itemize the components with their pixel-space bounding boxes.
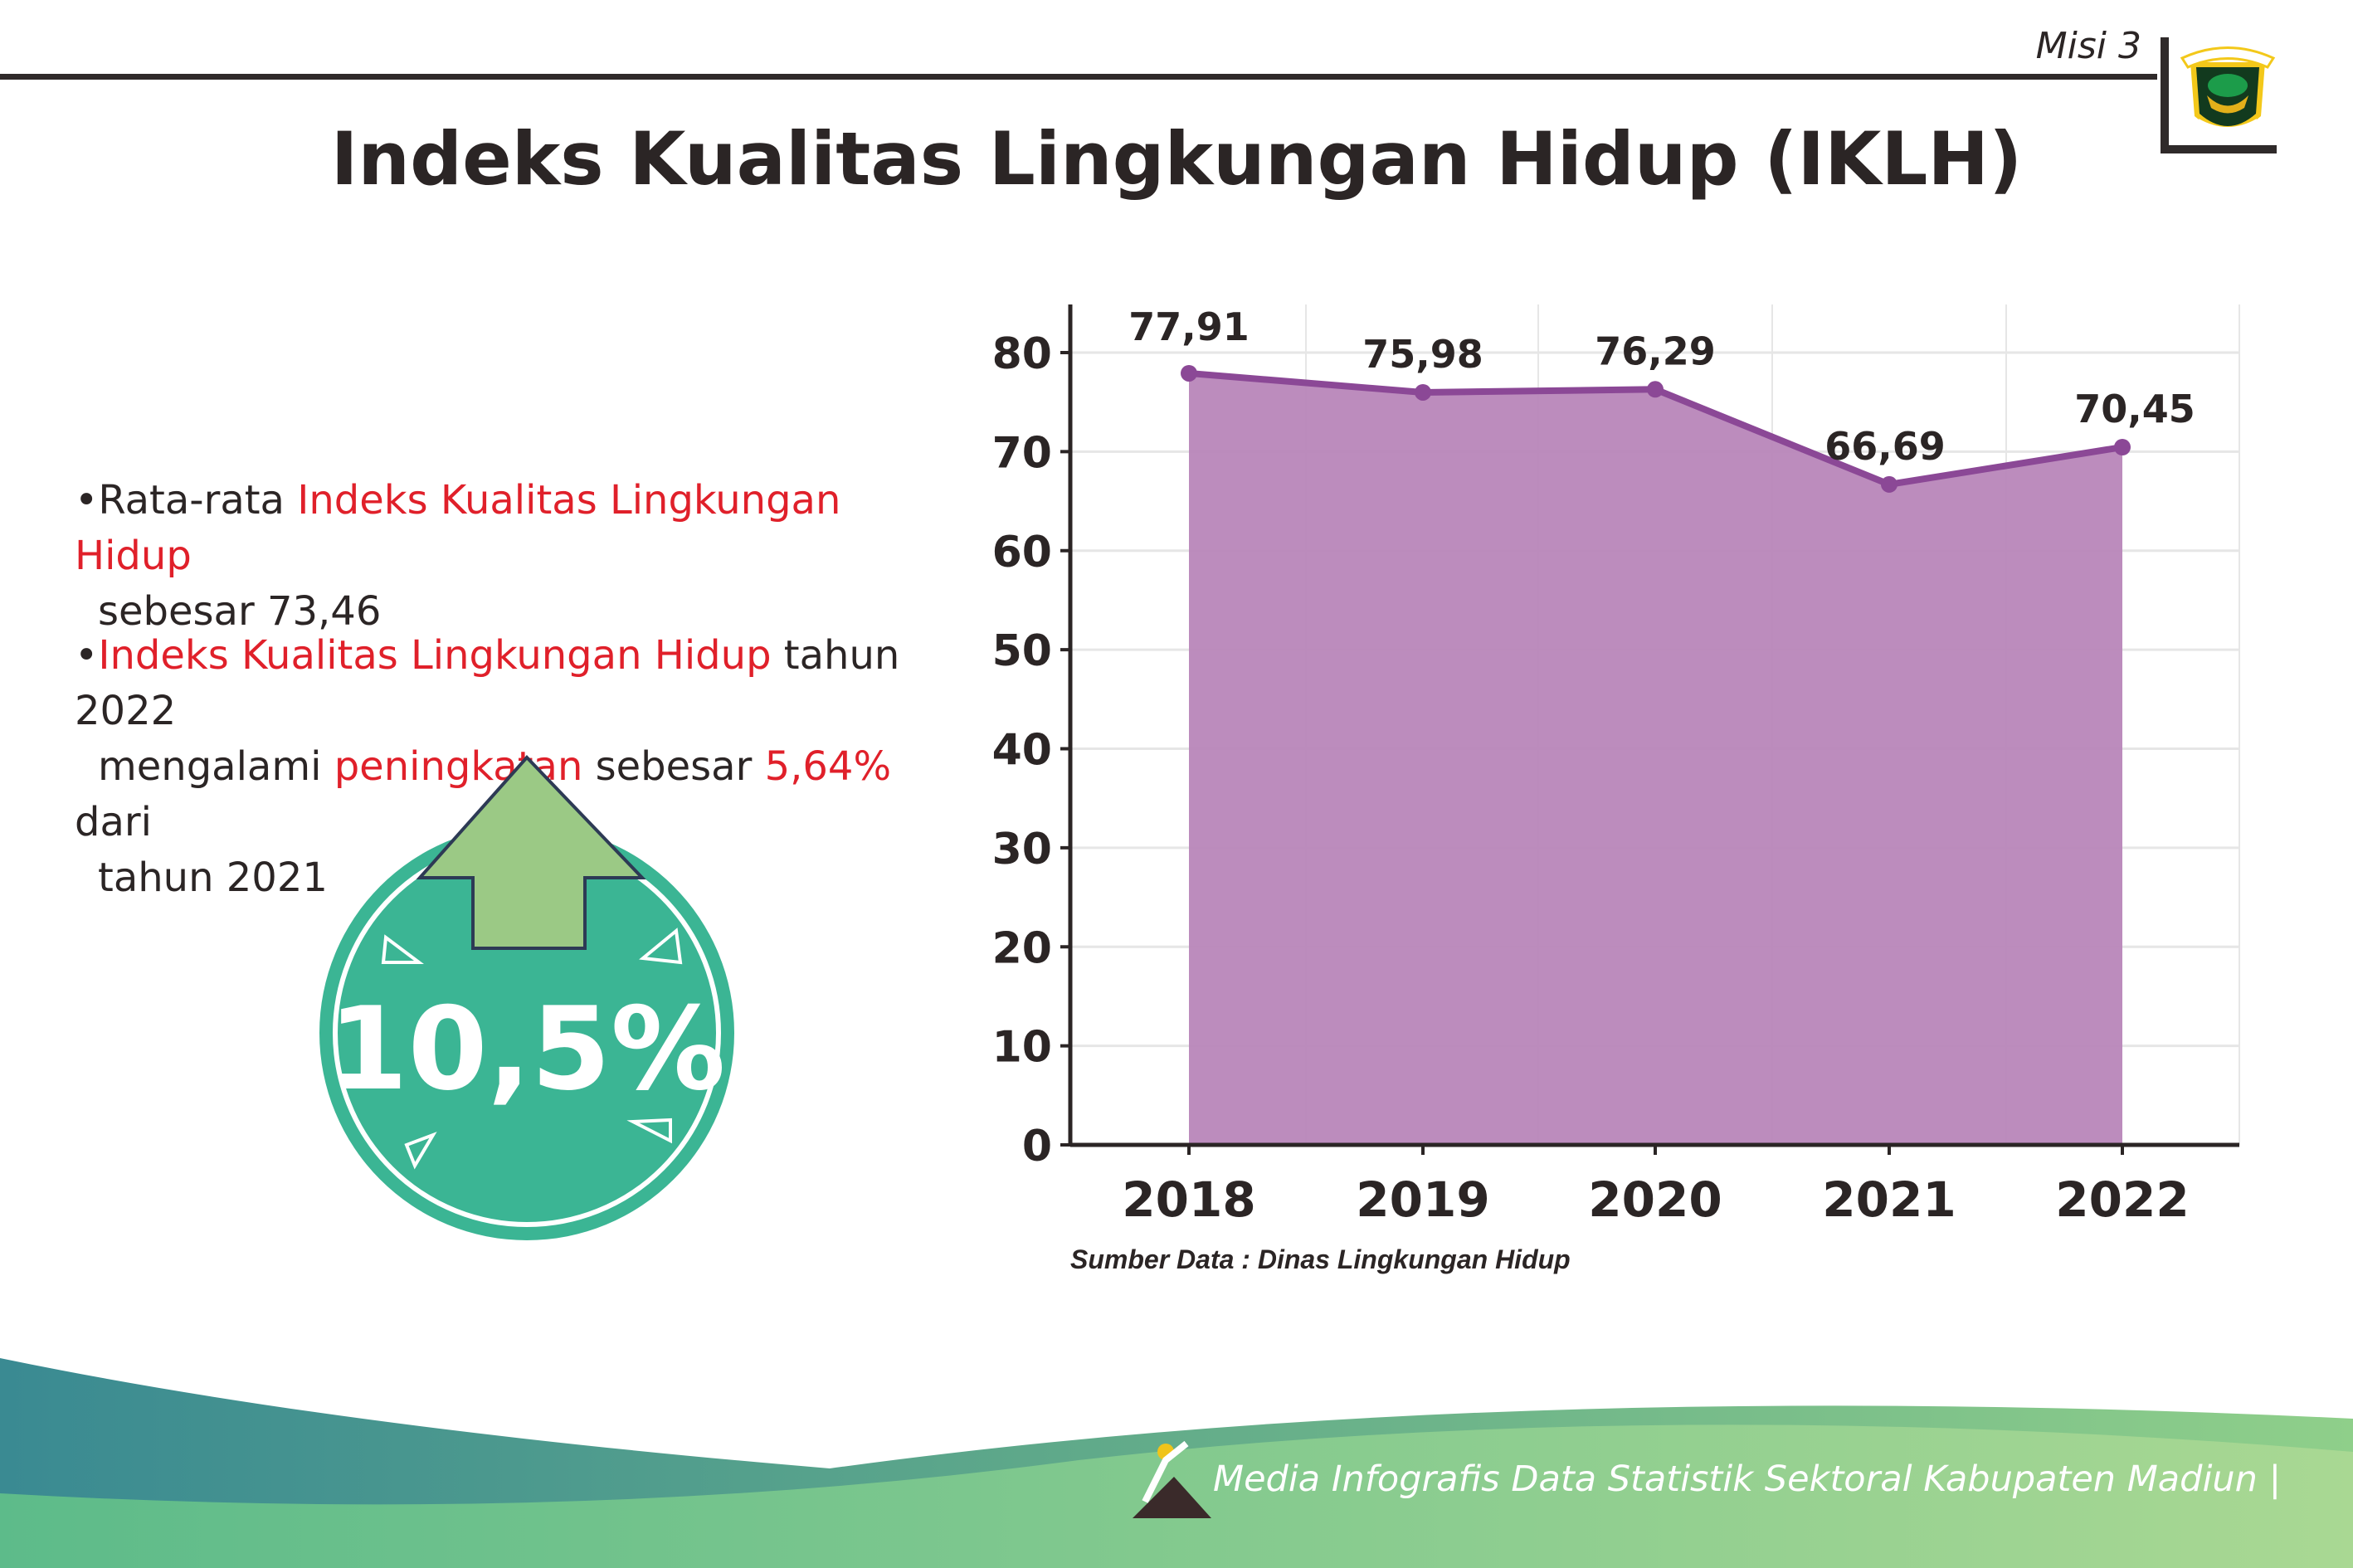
bullet-text: dari <box>75 799 152 845</box>
y-tick-label: 50 <box>992 626 1052 676</box>
sparkle-icon <box>626 1118 672 1144</box>
data-point <box>1415 383 1431 401</box>
x-tick-label: 2020 <box>1588 1171 1722 1228</box>
x-tick-label: 2018 <box>1122 1171 1255 1228</box>
x-tick-label: 2022 <box>2055 1171 2189 1228</box>
bullet-text: tahun 2021 <box>98 855 328 901</box>
bullet-highlight: Indeks Kualitas Lingkungan Hidup <box>98 632 772 679</box>
data-point <box>1647 381 1664 398</box>
y-tick-label: 0 <box>1022 1122 1052 1171</box>
data-point <box>1181 364 1197 382</box>
bullet-text: sebesar 73,46 <box>98 588 382 635</box>
bullet-increase: •Indeks Kualitas Lingkungan Hidup tahun … <box>75 632 900 901</box>
data-label: 75,98 <box>1362 332 1483 377</box>
sparkle-icon <box>404 1132 437 1170</box>
y-tick-label: 30 <box>992 825 1052 874</box>
y-tick-label: 70 <box>992 428 1052 478</box>
bullet-text: tahun 2022 <box>75 632 900 734</box>
bullet-highlight: Indeks Kualitas Lingkungan Hidup <box>75 477 841 579</box>
mission-label: Misi 3 <box>2035 25 2141 67</box>
data-label: 66,69 <box>1824 424 1946 469</box>
data-point <box>2114 439 2131 456</box>
logo-frame <box>2161 37 2277 153</box>
y-tick-label: 20 <box>992 923 1052 973</box>
x-tick-label: 2019 <box>1356 1171 1489 1228</box>
data-label: 77,91 <box>1128 304 1250 349</box>
source-note: Sumber Data : Dinas Lingkungan Hidup <box>1070 1244 1571 1274</box>
bullet-highlight: 5,64% <box>764 743 892 790</box>
y-tick-label: 40 <box>992 726 1052 776</box>
bullet-text: sebesar <box>582 743 765 790</box>
runner-logo-icon <box>1133 1440 1211 1518</box>
badge-circle <box>319 825 734 1240</box>
y-tick-label: 60 <box>992 528 1052 577</box>
bullet-text: mengalami <box>98 743 334 790</box>
sparkle-icon <box>639 928 683 965</box>
data-point <box>1881 475 1898 493</box>
data-label: 70,45 <box>2074 387 2195 431</box>
footer-text: Media Infografis Data Statistik Sektoral… <box>1213 1458 2282 1500</box>
sparkle-icon <box>381 934 424 964</box>
madiun-emblem-icon <box>2180 46 2276 134</box>
data-label: 76,29 <box>1595 329 1716 373</box>
header-rule <box>0 74 2157 80</box>
y-tick-label: 80 <box>992 329 1052 379</box>
area-fill <box>1189 373 2122 1146</box>
page-title: Indeks Kualitas Lingkungan Hidup (IKLH) <box>330 116 2023 202</box>
x-tick-label: 2021 <box>1822 1171 1956 1228</box>
arrow-up-icon <box>416 755 646 950</box>
growth-badge: 10,5% <box>319 755 734 1240</box>
bullet-average: •Rata-rata Indeks Kualitas Lingkungan Hi… <box>75 477 841 635</box>
bullet-text: Rata-rata <box>98 477 298 523</box>
badge-value: 10,5% <box>329 982 726 1116</box>
y-tick-label: 10 <box>992 1023 1052 1073</box>
footer-wave <box>0 1358 2353 1568</box>
iklh-area-chart: 77,91 75,98 76,29 66,69 70,45 0 10 20 30 40 50 60 70… <box>992 304 2240 1228</box>
